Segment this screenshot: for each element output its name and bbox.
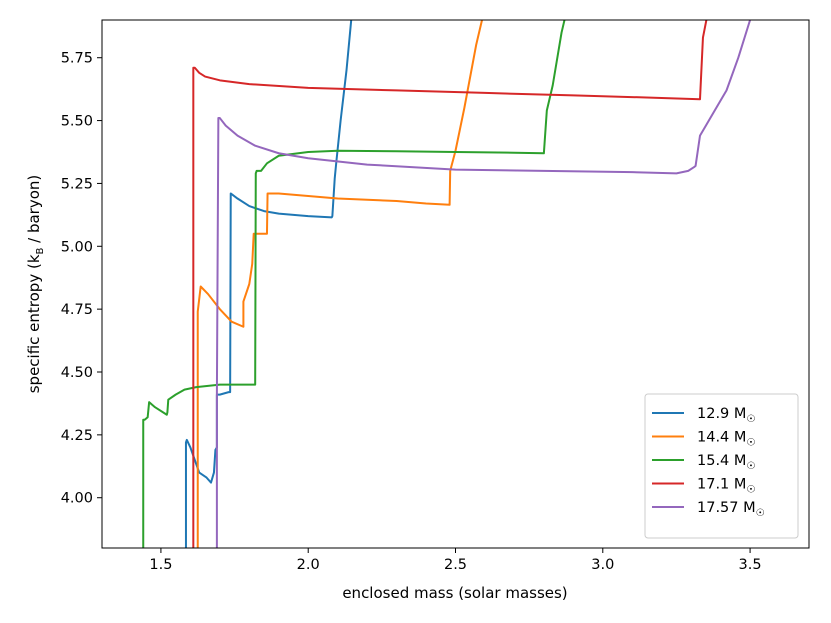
legend: 12.9 M☉ 14.4 M☉ 15.4 M☉ 17.1 M☉ 17.57 M☉ xyxy=(644,393,799,539)
series-line-12-9 xyxy=(184,20,353,548)
series-line-17-1 xyxy=(192,20,708,548)
series-layer xyxy=(142,20,752,548)
y-axis-label: specific entropy (kB / baryon) xyxy=(25,175,46,394)
x-tick-label: 3.0 xyxy=(591,557,614,573)
y-tick-label: 4.50 xyxy=(61,365,93,381)
legend-label: 12.9 M☉ xyxy=(697,406,755,425)
legend-label: 17.1 M☉ xyxy=(697,477,755,496)
x-axis-label: enclosed mass (solar masses) xyxy=(342,584,567,602)
series-line-14-4 xyxy=(196,20,484,548)
y-tick-label: 5.25 xyxy=(61,176,93,192)
y-tick-label: 5.75 xyxy=(61,51,93,67)
x-tick-label: 2.0 xyxy=(297,557,320,573)
series-line-15-4 xyxy=(142,20,566,548)
y-tick-label: 5.00 xyxy=(61,239,93,255)
y-tick-label: 4.75 xyxy=(61,302,93,318)
x-tick-label: 3.5 xyxy=(739,557,762,573)
y-tick-label: 5.50 xyxy=(61,114,93,130)
legend-label: 14.4 M☉ xyxy=(697,430,755,449)
legend-items: 12.9 M☉ 14.4 M☉ 15.4 M☉ 17.1 M☉ 17.57 M☉ xyxy=(652,406,765,519)
legend-label: 17.57 M☉ xyxy=(697,500,765,519)
y-tick-label: 4.00 xyxy=(61,491,93,507)
legend-label: 15.4 M☉ xyxy=(697,453,755,472)
x-tick-label: 2.5 xyxy=(444,557,467,573)
series-line-17-57 xyxy=(215,20,752,548)
legend-box xyxy=(644,393,799,539)
x-tick-label: 1.5 xyxy=(149,557,172,573)
ticks-layer: 1.5 2.0 2.5 3.0 3.5 4.00 4.25 4.50 4.75 5.00 5.25 5… xyxy=(61,51,762,573)
y-tick-label: 4.25 xyxy=(61,428,93,444)
